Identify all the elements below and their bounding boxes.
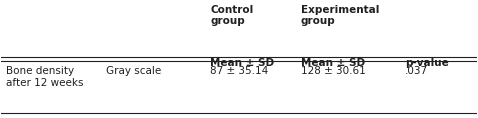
Text: Control
group: Control group	[210, 5, 254, 26]
Text: Bone density
after 12 weeks: Bone density after 12 weeks	[6, 66, 84, 88]
Text: .037: .037	[405, 66, 428, 76]
Text: 128 ± 30.61: 128 ± 30.61	[301, 66, 366, 76]
Text: p-value: p-value	[405, 58, 449, 68]
Text: 87 ± 35.14: 87 ± 35.14	[210, 66, 269, 76]
Text: Mean ± SD: Mean ± SD	[210, 58, 275, 68]
Text: Experimental
group: Experimental group	[301, 5, 379, 26]
Text: Gray scale: Gray scale	[106, 66, 161, 76]
Text: Mean ± SD: Mean ± SD	[301, 58, 365, 68]
